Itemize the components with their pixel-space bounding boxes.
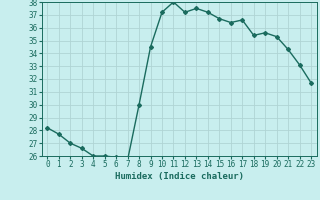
X-axis label: Humidex (Indice chaleur): Humidex (Indice chaleur)	[115, 172, 244, 181]
